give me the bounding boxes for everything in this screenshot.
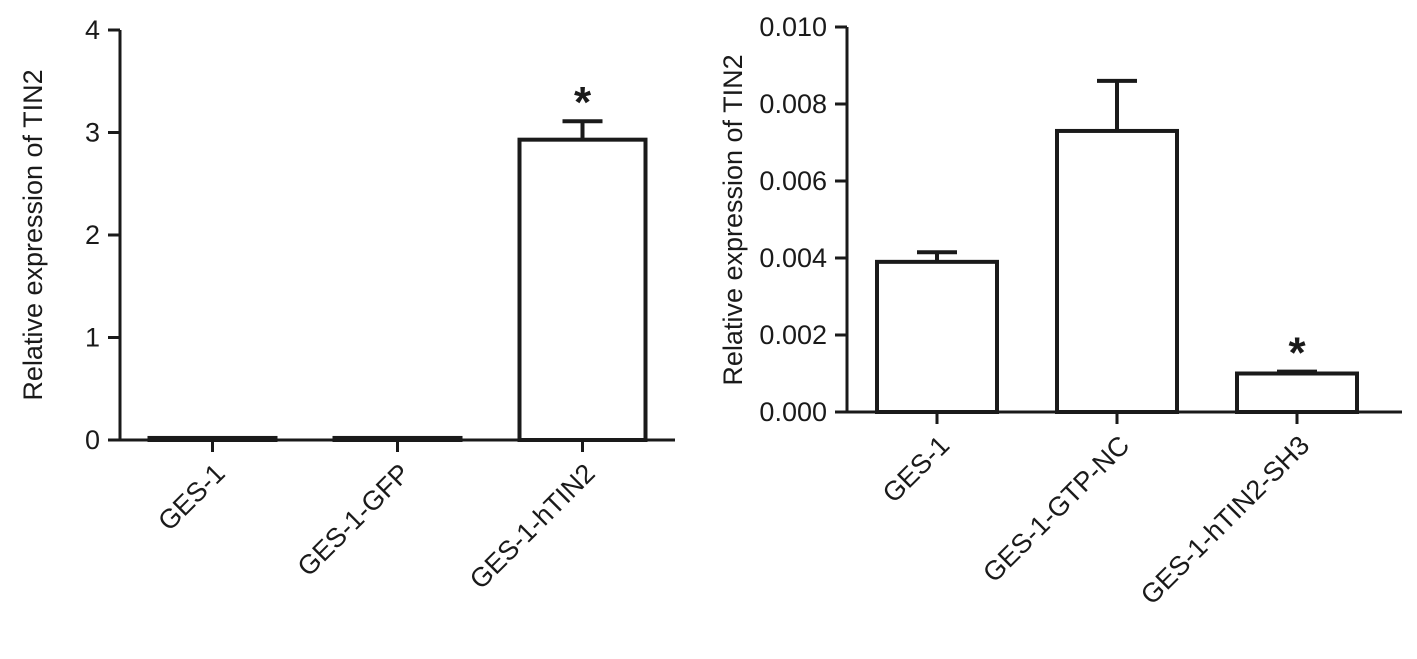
y-tick-label: 4 xyxy=(85,15,100,45)
x-category-label: GES-1-GFP xyxy=(292,458,416,582)
y-tick-label: 2 xyxy=(85,220,100,250)
x-category-label: GES-1-hTIN2 xyxy=(464,458,601,595)
x-category-label: GES-1 xyxy=(877,430,956,509)
y-tick-label: 0.006 xyxy=(759,166,827,196)
y-tick-label: 0.010 xyxy=(759,12,827,42)
y-tick-label: 3 xyxy=(85,118,100,148)
x-category-label: GES-1 xyxy=(152,458,231,537)
x-category-label: GES-1-hTIN2-SH3 xyxy=(1135,430,1315,610)
y-tick-label: 1 xyxy=(85,323,100,353)
y-tick-label: 0.004 xyxy=(759,243,827,273)
bar xyxy=(517,137,648,443)
bar xyxy=(1235,371,1359,414)
significance-marker: * xyxy=(1288,329,1306,378)
x-category-label: GES-1-GTP-NC xyxy=(977,430,1135,588)
significance-marker: * xyxy=(574,78,592,127)
y-tick-label: 0.000 xyxy=(759,397,827,427)
y-axis-title: Relative expression of TIN2 xyxy=(718,54,748,385)
bar xyxy=(147,435,278,443)
y-tick-label: 0.002 xyxy=(759,320,827,350)
bar xyxy=(875,259,999,414)
chart-left-tin2-overexpression: Relative expression of TIN2 0 1 2 3 4 GES-1 GES… xyxy=(18,15,675,595)
y-tick-label: 0 xyxy=(85,425,100,455)
chart-right-tin2-knockdown: Relative expression of TIN2 0.000 0.002 0.0… xyxy=(718,12,1402,610)
y-axis-title: Relative expression of TIN2 xyxy=(18,69,48,400)
bar xyxy=(332,435,463,443)
y-tick-label: 0.008 xyxy=(759,89,827,119)
bar xyxy=(1055,128,1179,414)
